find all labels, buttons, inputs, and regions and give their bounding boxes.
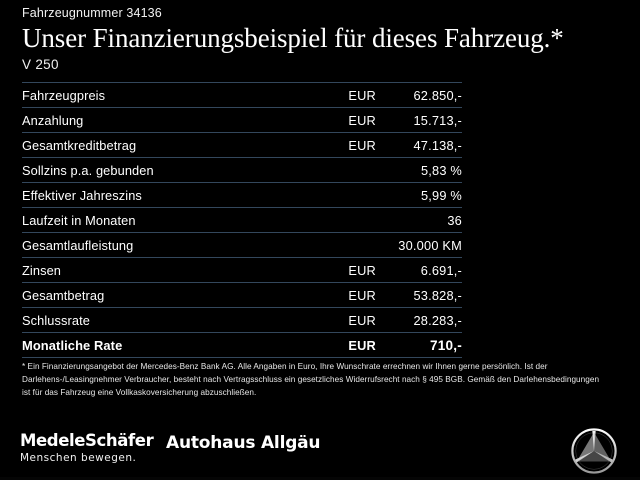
row-currency <box>330 182 376 208</box>
row-value: 36 <box>376 207 462 233</box>
table-row: Gesamtbetrag EUR 53.828,- <box>22 282 462 308</box>
table-row: Gesamtkreditbetrag EUR 47.138,- <box>22 132 462 158</box>
row-label: Fahrzeugpreis <box>22 82 330 108</box>
page-footer: MedeleSchäfer Menschen bewegen. Autohaus… <box>0 425 640 480</box>
financing-table-body: Fahrzeugpreis EUR 62.850,- Anzahlung EUR 15.7… <box>22 82 462 358</box>
row-label: Gesamtlaufleistung <box>22 232 330 258</box>
row-currency: EUR <box>330 132 376 158</box>
legal-footnote: * Ein Finanzierungsangebot der Mercedes-… <box>22 362 600 398</box>
row-label: Monatliche Rate <box>22 332 330 358</box>
table-row: Anzahlung EUR 15.713,- <box>22 107 462 133</box>
row-value: 15.713,- <box>376 107 462 133</box>
row-label: Schlussrate <box>22 307 330 333</box>
row-currency: EUR <box>330 282 376 308</box>
row-label: Anzahlung <box>22 107 330 133</box>
mercedes-benz-star-icon <box>570 427 618 475</box>
table-row: Gesamtlaufleistung 30.000 KM <box>22 232 462 258</box>
financing-table: Fahrzeugpreis EUR 62.850,- Anzahlung EUR 15.7… <box>22 82 462 358</box>
table-row: Schlussrate EUR 28.283,- <box>22 307 462 333</box>
row-currency <box>330 207 376 233</box>
row-value: 53.828,- <box>376 282 462 308</box>
row-label: Laufzeit in Monaten <box>22 207 330 233</box>
table-row: Monatliche Rate EUR 710,- <box>22 332 462 358</box>
row-label: Gesamtbetrag <box>22 282 330 308</box>
row-currency: EUR <box>330 82 376 108</box>
dealer-tagline: Menschen bewegen. <box>20 452 137 464</box>
row-currency: EUR <box>330 332 376 358</box>
table-row: Effektiver Jahreszins 5,99 % <box>22 182 462 208</box>
row-label: Gesamtkreditbetrag <box>22 132 330 158</box>
table-row: Fahrzeugpreis EUR 62.850,- <box>22 82 462 108</box>
row-value: 47.138,- <box>376 132 462 158</box>
dealer-logo: MedeleSchäfer Menschen bewegen. <box>20 431 154 465</box>
row-label: Zinsen <box>22 257 330 283</box>
row-value: 5,99 % <box>376 182 462 208</box>
table-row: Sollzins p.a. gebunden 5,83 % <box>22 157 462 183</box>
row-currency: EUR <box>330 307 376 333</box>
row-value: 30.000 KM <box>376 232 462 258</box>
row-label: Effektiver Jahreszins <box>22 182 330 208</box>
row-currency: EUR <box>330 257 376 283</box>
row-value: 5,83 % <box>376 157 462 183</box>
row-value: 710,- <box>376 332 462 358</box>
table-row: Zinsen EUR 6.691,- <box>22 257 462 283</box>
row-currency <box>330 157 376 183</box>
row-value: 62.850,- <box>376 82 462 108</box>
bottom-edge <box>0 477 640 480</box>
row-value: 6.691,- <box>376 257 462 283</box>
partner-logo: Autohaus Allgäu <box>166 433 321 453</box>
page-title: Unser Finanzierungsbeispiel für dieses F… <box>22 23 564 53</box>
row-currency: EUR <box>330 107 376 133</box>
table-row: Laufzeit in Monaten 36 <box>22 207 462 233</box>
row-label: Sollzins p.a. gebunden <box>22 157 330 183</box>
row-value: 28.283,- <box>376 307 462 333</box>
page-header: Fahrzeugnummer 34136 Unser Finanzierungs… <box>0 0 640 74</box>
row-currency <box>330 232 376 258</box>
vehicle-number: Fahrzeugnummer 34136 <box>22 6 162 20</box>
vehicle-model: V 250 <box>22 57 59 72</box>
dealer-name: MedeleSchäfer <box>20 431 154 450</box>
